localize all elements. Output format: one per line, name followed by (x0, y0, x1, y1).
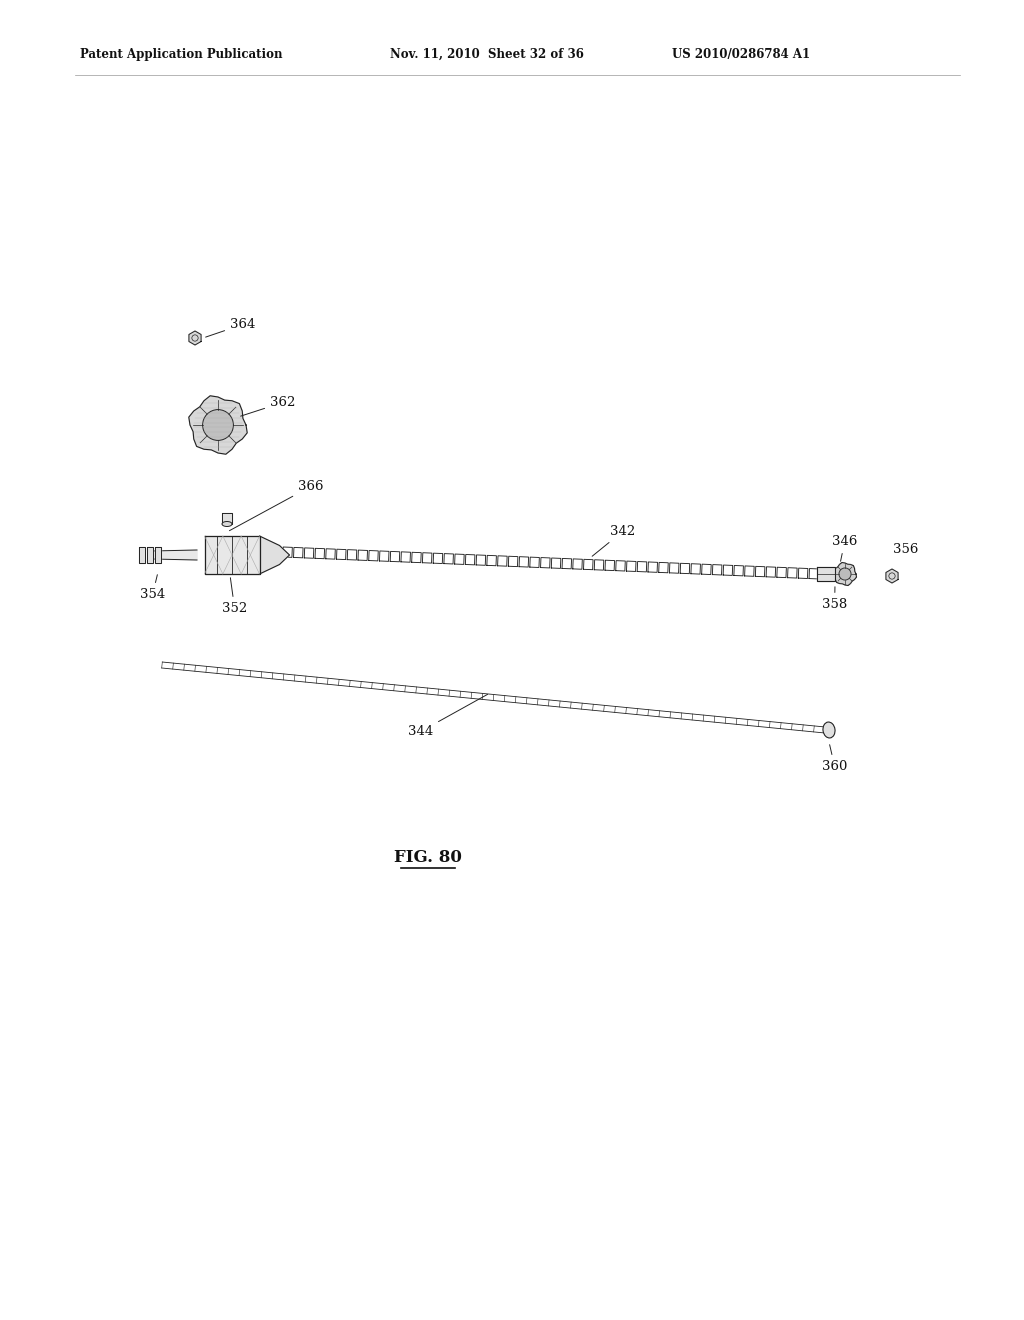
Text: Patent Application Publication: Patent Application Publication (80, 48, 283, 61)
Text: 364: 364 (206, 318, 255, 337)
Text: 358: 358 (822, 587, 847, 611)
Polygon shape (886, 569, 898, 583)
Text: 354: 354 (140, 574, 165, 601)
Polygon shape (259, 536, 290, 574)
Text: 342: 342 (592, 525, 635, 556)
Polygon shape (189, 331, 201, 345)
Polygon shape (147, 546, 153, 564)
Text: 360: 360 (822, 744, 848, 774)
Text: 352: 352 (222, 578, 247, 615)
Text: 362: 362 (241, 396, 295, 416)
Polygon shape (222, 513, 232, 524)
Polygon shape (155, 546, 161, 564)
Circle shape (839, 568, 851, 579)
Text: 346: 346 (831, 535, 857, 561)
Ellipse shape (823, 722, 835, 738)
Polygon shape (834, 562, 856, 586)
Text: 356: 356 (893, 543, 919, 556)
Polygon shape (817, 568, 835, 581)
Text: 344: 344 (408, 694, 487, 738)
Text: 366: 366 (229, 480, 324, 531)
Polygon shape (205, 536, 259, 574)
Polygon shape (139, 546, 145, 564)
Text: FIG. 80: FIG. 80 (394, 850, 462, 866)
Text: US 2010/0286784 A1: US 2010/0286784 A1 (672, 48, 810, 61)
Circle shape (203, 409, 233, 441)
Polygon shape (152, 550, 197, 560)
Ellipse shape (222, 521, 232, 527)
Text: Nov. 11, 2010  Sheet 32 of 36: Nov. 11, 2010 Sheet 32 of 36 (390, 48, 584, 61)
Polygon shape (188, 396, 247, 454)
